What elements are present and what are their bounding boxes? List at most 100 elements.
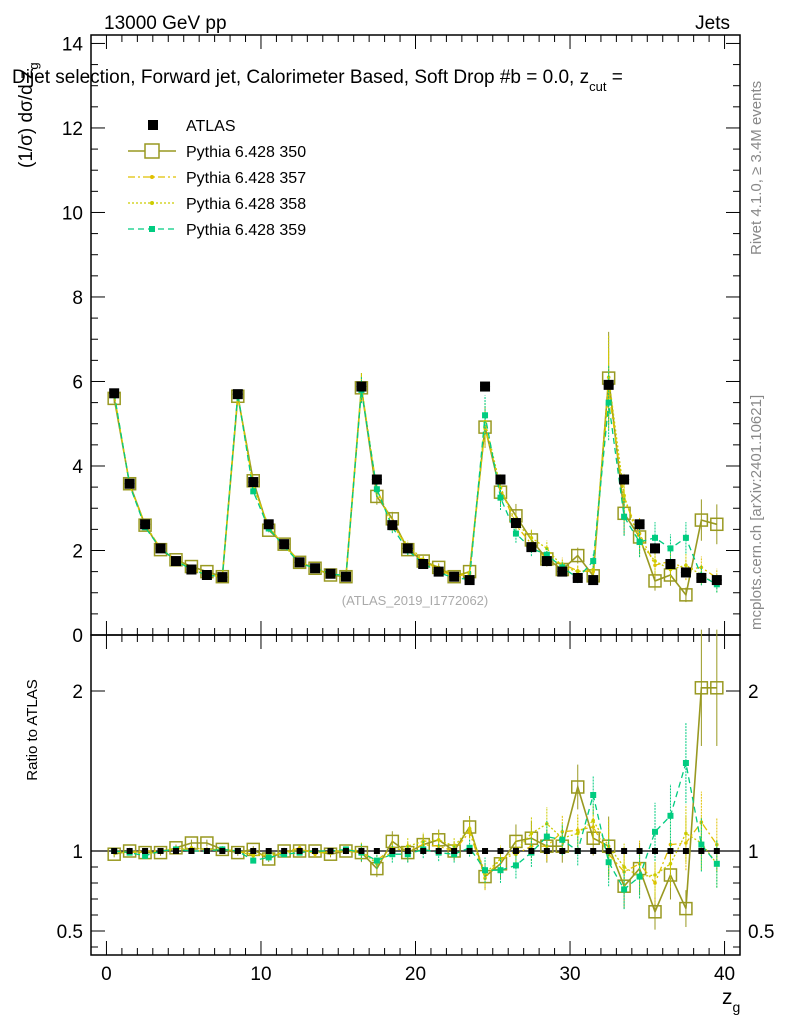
atlas-ratio-point: [713, 848, 720, 854]
mc-357-point: [637, 531, 642, 536]
mcplots-label: mcplots.cern.ch [arXiv:2401.10621]: [748, 395, 765, 630]
atlas-point: [387, 520, 398, 531]
plot-title: Dijet selection, Forward jet, Calorimete…: [12, 67, 623, 94]
ratio-tick-label: 1: [72, 842, 83, 863]
ratio-tick-label-right: 2: [748, 682, 759, 703]
ratio-359-point: [698, 841, 705, 848]
mc-359-point: [250, 488, 257, 495]
y-axis-label-ratio: Ratio to ATLAS: [24, 679, 41, 780]
ratio-frame: [90, 634, 741, 956]
mc-350-point: [339, 569, 353, 584]
atlas-point: [650, 543, 661, 554]
ratio-350-point: [710, 681, 724, 695]
plot-title-sub: cut: [589, 79, 607, 94]
atlas-point: [588, 575, 599, 586]
ratio-358-point: [575, 831, 580, 836]
legend-marker: [144, 143, 160, 159]
ratio-tick-label-right: 0.5: [748, 922, 774, 943]
ratio-350-point: [571, 780, 585, 794]
atlas-ratio-point: [698, 848, 705, 854]
atlas-ratio-point: [605, 848, 612, 854]
ratio-350-point: [122, 844, 137, 858]
atlas-point: [279, 539, 290, 550]
ratio-359-point: [590, 792, 597, 798]
legend-label: Pythia 6.428 359: [186, 222, 306, 239]
atlas-ratio-point: [219, 848, 226, 854]
x-tick-label: 0: [101, 964, 112, 985]
atlas-ratio-point: [451, 848, 458, 854]
atlas-point: [464, 575, 475, 586]
mc-350-point: [308, 561, 322, 575]
ratio-359-point: [265, 854, 272, 861]
y-tick-label: 14: [62, 34, 84, 55]
atlas-point: [294, 557, 305, 568]
atlas-ratio-point: [373, 848, 380, 854]
atlas-ratio-point: [404, 848, 411, 854]
y-axis-label-main-text: (1/σ) dσ/d z: [16, 70, 37, 168]
y-tick-label: 10: [62, 203, 83, 224]
ratio-358-point: [668, 862, 673, 866]
y-tick-label: 4: [72, 457, 83, 478]
mc-358-point: [684, 563, 688, 568]
atlas-point: [155, 543, 166, 554]
legend: ATLAS Pythia 6.428 350 Pythia 6.428 357 Pyt…: [128, 118, 306, 239]
atlas-point: [186, 564, 197, 575]
atlas-ratio-point: [296, 848, 303, 854]
y-tick-label: 12: [62, 119, 83, 140]
legend-label: Pythia 6.428 357: [186, 170, 306, 187]
mc-350-point: [138, 518, 152, 532]
y-tick-label: 8: [72, 288, 83, 309]
atlas-ratio-point: [312, 848, 319, 854]
ratio-panel-data: [107, 629, 724, 930]
ratio-359-point: [281, 851, 288, 858]
mc-359-point: [605, 399, 612, 406]
atlas-point: [325, 568, 336, 579]
atlas-point: [541, 556, 552, 567]
mc-350-point: [277, 537, 291, 551]
mc-359-point: [636, 539, 643, 546]
mc-350-point: [122, 476, 137, 491]
mc-359-point: [652, 534, 659, 541]
ratio-350-point: [694, 681, 709, 695]
x-tick-label: 20: [405, 964, 426, 985]
mc-358-point: [575, 569, 580, 574]
atlas-ratio-point: [497, 848, 504, 854]
ratio-359-point: [621, 886, 628, 893]
atlas-point: [696, 572, 707, 583]
atlas-point: [109, 388, 120, 399]
atlas-point: [170, 556, 181, 567]
ratio-359-point: [512, 862, 519, 869]
mc-358-point: [529, 536, 534, 540]
ratio-359-point: [543, 833, 550, 840]
atlas-point: [310, 563, 321, 574]
mc-350-point: [292, 555, 307, 570]
ratio-358-point: [591, 818, 596, 823]
atlas-point: [371, 474, 382, 485]
mc-358-point: [653, 559, 657, 563]
ratio-359-point: [713, 860, 720, 867]
legend-marker: [150, 201, 154, 205]
ratio-359-point: [451, 851, 458, 858]
mc-358-point: [622, 493, 626, 498]
x-axis-label: zg: [722, 986, 740, 1015]
atlas-ratio-point: [234, 848, 241, 854]
ratio-359-point: [652, 828, 659, 835]
ratio-358-point: [436, 838, 441, 842]
y-tick-label: 2: [72, 541, 83, 562]
y-axis-label-main-sub: g: [26, 62, 41, 69]
atlas-point: [263, 519, 274, 530]
ratio-359-point: [559, 836, 566, 843]
mc-359-point: [590, 558, 597, 565]
ratio-359-point: [404, 851, 411, 858]
legend-marker-atlas: [148, 120, 158, 130]
mc-359-point: [543, 551, 550, 558]
atlas-ratio-point: [142, 848, 149, 854]
atlas-ratio-point: [172, 848, 179, 854]
header-left: 13000 GeV pp: [104, 13, 227, 34]
ratio-tick-label: 0.5: [57, 922, 83, 943]
ratio-358-point: [684, 831, 688, 836]
ratio-358-point: [498, 857, 503, 861]
atlas-point: [248, 477, 259, 488]
